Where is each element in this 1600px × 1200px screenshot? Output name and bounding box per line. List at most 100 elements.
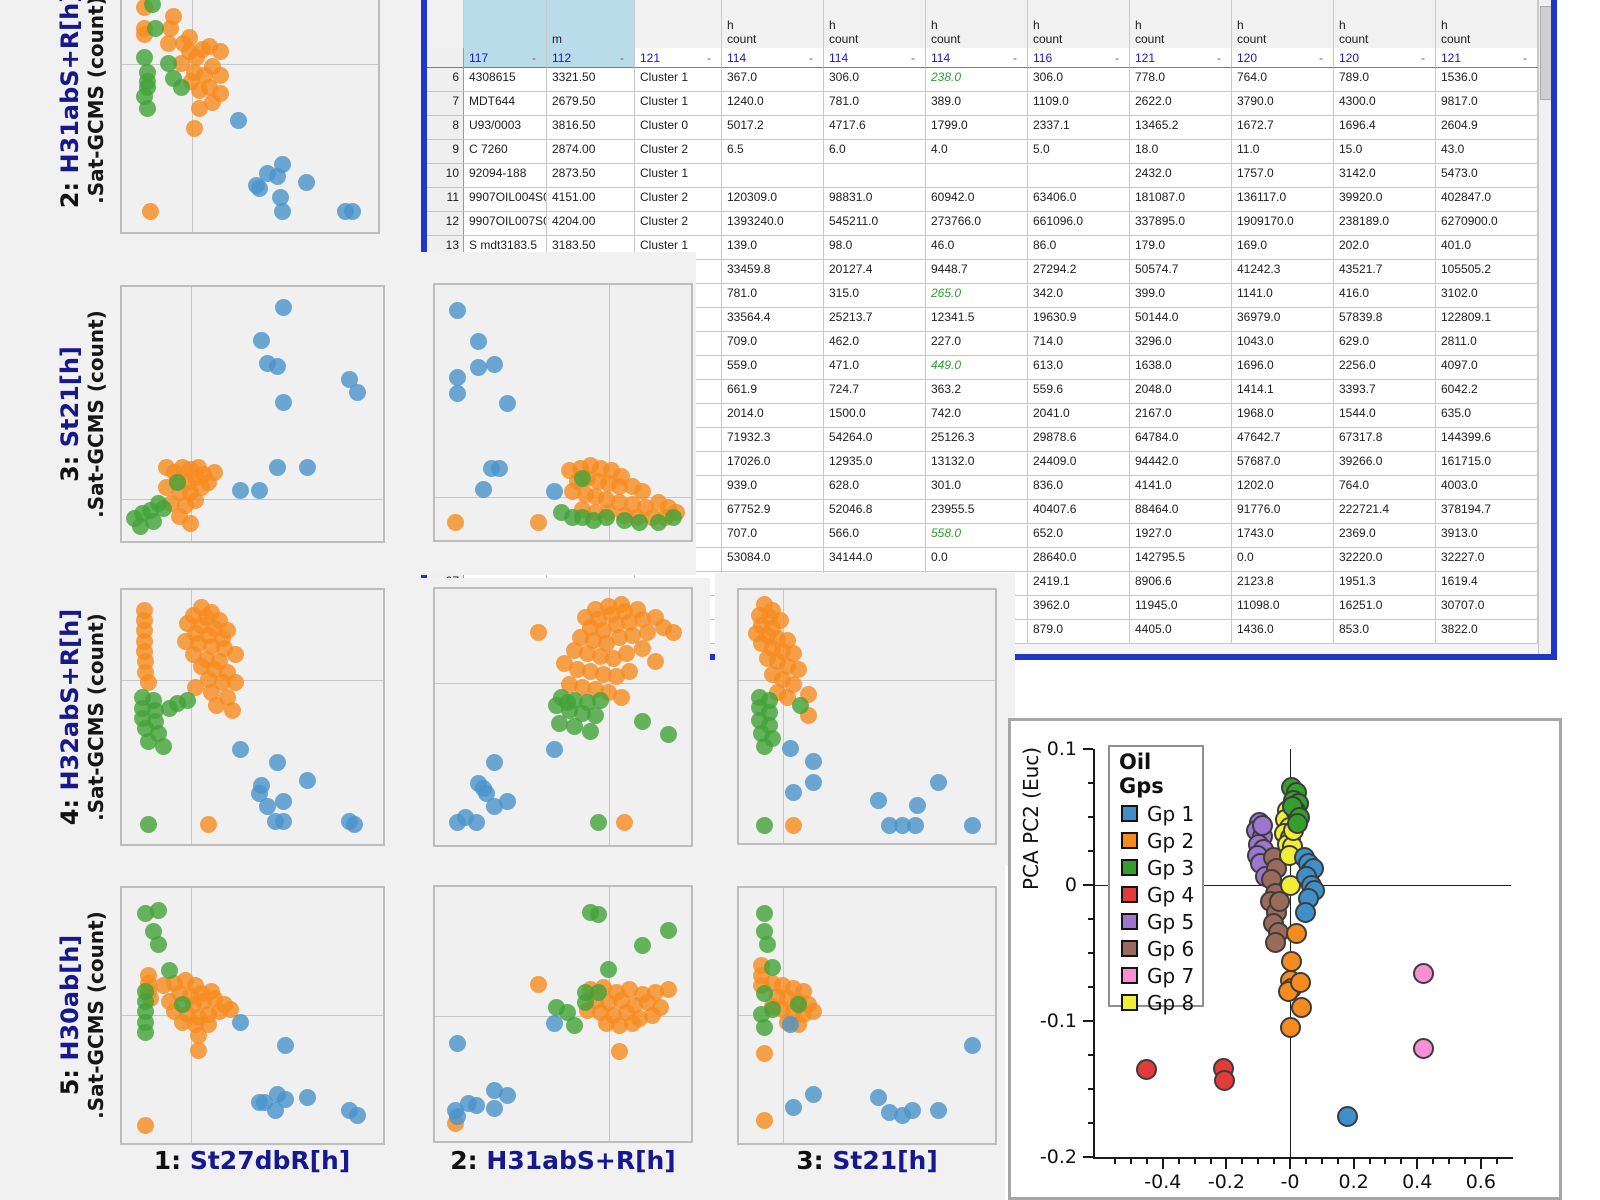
table-cell[interactable]: 39266.0 <box>1334 452 1436 476</box>
table-cell[interactable]: 1500.0 <box>824 404 926 428</box>
table-cell[interactable]: 1968.0 <box>1232 404 1334 428</box>
legend-entry[interactable]: Gp 1 <box>1110 800 1202 827</box>
table-cell[interactable]: 789.0 <box>1334 68 1436 92</box>
table-cell[interactable]: 33564.4 <box>722 308 824 332</box>
table-cell[interactable]: 402847.0 <box>1436 188 1538 212</box>
table-cell[interactable]: 27294.2 <box>1028 260 1130 284</box>
table-cell[interactable]: 2873.50 <box>547 164 635 188</box>
column-header[interactable]: h count <box>1130 0 1232 48</box>
table-cell[interactable]: 9448.7 <box>926 260 1028 284</box>
legend-entry[interactable]: Gp 5 <box>1110 908 1202 935</box>
table-cell[interactable]: 3913.0 <box>1436 524 1538 548</box>
table-cell[interactable]: 136117.0 <box>1232 188 1334 212</box>
table-cell[interactable]: 939.0 <box>722 476 824 500</box>
column-header[interactable]: h count <box>1232 0 1334 48</box>
table-cell[interactable]: 40407.6 <box>1028 500 1130 524</box>
table-cell[interactable]: 94442.0 <box>1130 452 1232 476</box>
table-cell[interactable]: 1743.0 <box>1232 524 1334 548</box>
table-cell[interactable]: 91776.0 <box>1232 500 1334 524</box>
table-cell[interactable]: 181087.0 <box>1130 188 1232 212</box>
table-cell[interactable]: 105505.2 <box>1436 260 1538 284</box>
table-cell[interactable]: 781.0 <box>824 92 926 116</box>
table-cell[interactable]: 2679.50 <box>547 92 635 116</box>
column-header[interactable]: h count <box>926 0 1028 48</box>
table-cell[interactable]: 120309.0 <box>722 188 824 212</box>
table-cell[interactable]: 3822.0 <box>1436 620 1538 644</box>
table-cell[interactable]: 238.0 <box>926 68 1028 92</box>
table-cell[interactable]: 1638.0 <box>1130 356 1232 380</box>
table-cell[interactable]: 1927.0 <box>1130 524 1232 548</box>
table-cell[interactable]: 4204.00 <box>547 212 635 236</box>
table-cell[interactable]: 3790.0 <box>1232 92 1334 116</box>
table-cell[interactable]: 3142.0 <box>1334 164 1436 188</box>
table-cell[interactable]: 144399.6 <box>1436 428 1538 452</box>
table-cell[interactable]: 67317.8 <box>1334 428 1436 452</box>
table-cell[interactable]: 4308615 <box>464 68 547 92</box>
table-cell[interactable]: 1619.4 <box>1436 572 1538 596</box>
table-cell[interactable]: 47642.7 <box>1232 428 1334 452</box>
table-cell[interactable]: 25213.7 <box>824 308 926 332</box>
column-id[interactable]: 116- <box>1028 48 1130 68</box>
table-cell[interactable]: 416.0 <box>1334 284 1436 308</box>
table-cell[interactable]: 1951.3 <box>1334 572 1436 596</box>
table-cell[interactable]: 4405.0 <box>1130 620 1232 644</box>
table-cell[interactable]: 3816.50 <box>547 116 635 140</box>
table-cell[interactable] <box>824 164 926 188</box>
table-cell[interactable]: 64784.0 <box>1130 428 1232 452</box>
table-cell[interactable]: 222721.4 <box>1334 500 1436 524</box>
table-cell[interactable]: 63406.0 <box>1028 188 1130 212</box>
table-cell[interactable]: 0.0 <box>926 548 1028 572</box>
column-id[interactable]: 121- <box>1436 48 1538 68</box>
table-cell[interactable]: 742.0 <box>926 404 1028 428</box>
table-cell[interactable]: 6042.2 <box>1436 380 1538 404</box>
table-cell[interactable]: 661.9 <box>722 380 824 404</box>
table-cell[interactable]: 25126.3 <box>926 428 1028 452</box>
table-cell[interactable]: 1436.0 <box>1232 620 1334 644</box>
column-id[interactable]: 112- <box>547 48 635 68</box>
table-cell[interactable]: 1202.0 <box>1232 476 1334 500</box>
table-cell[interactable]: 28640.0 <box>1028 548 1130 572</box>
table-cell[interactable]: 709.0 <box>722 332 824 356</box>
table-cell[interactable]: 724.7 <box>824 380 926 404</box>
column-id[interactable]: 121- <box>1130 48 1232 68</box>
legend-entry[interactable]: Gp 8 <box>1110 989 1202 1016</box>
table-cell[interactable]: 0.0 <box>1232 548 1334 572</box>
table-cell[interactable]: 265.0 <box>926 284 1028 308</box>
table-cell[interactable]: Cluster 1 <box>635 68 722 92</box>
table-cell[interactable]: 3296.0 <box>1130 332 1232 356</box>
table-cell[interactable]: 5473.0 <box>1436 164 1538 188</box>
table-cell[interactable]: 11945.0 <box>1130 596 1232 620</box>
table-cell[interactable]: 4003.0 <box>1436 476 1538 500</box>
table-cell[interactable]: 9817.0 <box>1436 92 1538 116</box>
table-cell[interactable]: 879.0 <box>1028 620 1130 644</box>
table-cell[interactable]: 2041.0 <box>1028 404 1130 428</box>
table-cell[interactable]: 18.0 <box>1130 140 1232 164</box>
column-header[interactable]: h count <box>1436 0 1538 48</box>
column-header[interactable]: h count <box>1028 0 1130 48</box>
table-cell[interactable]: 16251.0 <box>1334 596 1436 620</box>
table-cell[interactable]: 6.5 <box>722 140 824 164</box>
table-cell[interactable]: 301.0 <box>926 476 1028 500</box>
table-cell[interactable]: 9907OIL004S005 <box>464 188 547 212</box>
table-cell[interactable]: 853.0 <box>1334 620 1436 644</box>
table-cell[interactable]: 60942.0 <box>926 188 1028 212</box>
table-cell[interactable] <box>926 164 1028 188</box>
table-cell[interactable]: 122809.1 <box>1436 308 1538 332</box>
column-id[interactable]: 114- <box>824 48 926 68</box>
table-cell[interactable]: 30707.0 <box>1436 596 1538 620</box>
table-cell[interactable]: 12935.0 <box>824 452 926 476</box>
table-cell[interactable]: 2014.0 <box>722 404 824 428</box>
table-cell[interactable]: 4141.0 <box>1130 476 1232 500</box>
column-id[interactable]: 114- <box>926 48 1028 68</box>
table-cell[interactable]: 98831.0 <box>824 188 926 212</box>
table-cell[interactable]: 161715.0 <box>1436 452 1538 476</box>
table-cell[interactable]: 86.0 <box>1028 236 1130 260</box>
table-cell[interactable]: 4.0 <box>926 140 1028 164</box>
column-id[interactable]: 121- <box>635 48 722 68</box>
table-cell[interactable]: 2811.0 <box>1436 332 1538 356</box>
table-cell[interactable]: 13132.0 <box>926 452 1028 476</box>
table-cell[interactable]: 2256.0 <box>1334 356 1436 380</box>
column-header[interactable] <box>635 0 722 48</box>
table-cell[interactable]: 781.0 <box>722 284 824 308</box>
table-cell[interactable]: 227.0 <box>926 332 1028 356</box>
